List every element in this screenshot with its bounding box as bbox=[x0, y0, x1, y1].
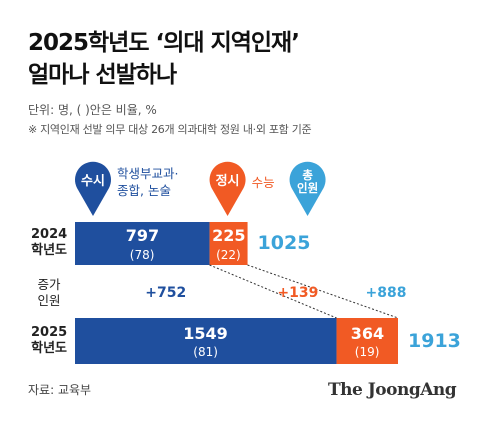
share-label: (22) bbox=[216, 247, 241, 262]
bar-segment bbox=[75, 318, 337, 364]
category-label: 2025 학년도 bbox=[31, 324, 68, 356]
increase-label: +888 bbox=[365, 284, 407, 301]
legend-description: 학생부교과· 종합, 논술 bbox=[117, 166, 179, 198]
value-label: 797 bbox=[125, 226, 160, 245]
value-label: 364 bbox=[350, 323, 385, 343]
share-label: (78) bbox=[129, 247, 155, 262]
unit-note: 단위: 명, ( )안은 비율, % bbox=[28, 103, 157, 117]
value-label: 1549 bbox=[183, 323, 228, 343]
total-label: 1913 bbox=[408, 329, 461, 352]
share-label: (19) bbox=[354, 345, 380, 359]
legend-pin bbox=[289, 161, 326, 216]
share-label: (81) bbox=[193, 345, 218, 359]
source: 자료: 교육부 bbox=[28, 383, 92, 397]
brand: The JoongAng bbox=[328, 380, 457, 400]
bar-segment bbox=[75, 222, 210, 265]
legend-label: 총 인원 bbox=[297, 168, 319, 196]
total-label: 1025 bbox=[257, 232, 311, 254]
increase-row-label: 증가 인원 bbox=[37, 276, 61, 308]
legend-label: 수시 bbox=[81, 174, 105, 189]
legend-label: 정시 bbox=[215, 174, 240, 189]
category-label: 2024 학년도 bbox=[31, 227, 68, 259]
bar-segment bbox=[209, 222, 248, 265]
value-label: 225 bbox=[212, 226, 246, 245]
legend-pin bbox=[75, 161, 111, 216]
increase-label: +139 bbox=[277, 284, 319, 301]
legend-pin bbox=[209, 161, 246, 216]
connector bbox=[247, 264, 399, 319]
bar-segment bbox=[336, 318, 398, 364]
title: 2025학년도 ‘의대 지역인재’ 얼마나 선발하나 bbox=[28, 30, 300, 88]
footnote: ※ 지역인재 선발 의무 대상 26개 의과대학 정원 내·외 포함 기준 bbox=[28, 123, 312, 136]
connector bbox=[209, 264, 337, 319]
increase-label: +752 bbox=[145, 284, 187, 301]
legend-description: 수능 bbox=[251, 174, 275, 190]
